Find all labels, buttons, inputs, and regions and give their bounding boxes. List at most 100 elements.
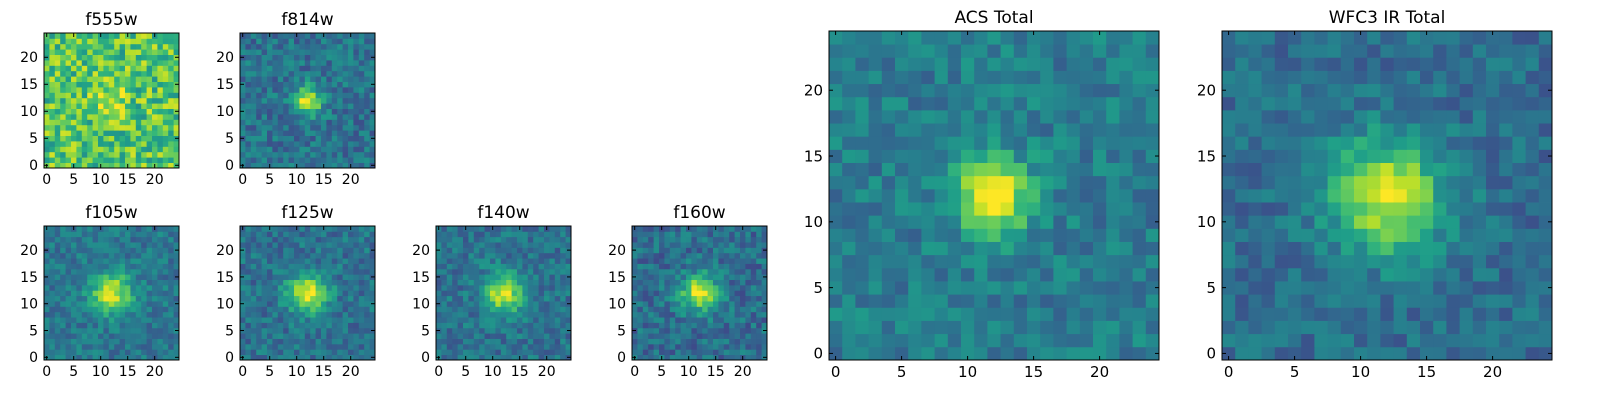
heatmap-cell [829,109,843,124]
heatmap-cell [304,33,311,39]
heatmap-cell [560,317,566,323]
heatmap-cell [103,151,110,158]
heatmap-cell [173,284,180,291]
heatmap-cell [1380,175,1394,190]
heatmap-cell [637,327,644,334]
heatmap-cell [81,54,88,61]
heatmap-cell [756,338,762,345]
heatmap-cell [560,354,566,361]
heatmap-cell [1354,346,1368,361]
heatmap-cell [98,311,104,318]
heatmap-cell [342,151,349,158]
heatmap-cell [1079,70,1094,85]
heatmap-cell [326,135,333,142]
heatmap-cell [65,130,72,136]
heatmap-cell [114,236,120,243]
heatmap-cell [173,92,180,99]
heatmap-cell [168,263,174,270]
heatmap-cell [250,242,257,248]
y-tick-label: 5 [617,323,626,339]
heatmap-cell [315,65,322,72]
heatmap-cell [895,31,909,45]
heatmap-cell [152,268,158,275]
heatmap-cell [632,236,638,243]
heatmap-cell [653,236,660,243]
heatmap-cell [256,258,262,264]
heatmap-cell [304,146,311,153]
heatmap-cell [1040,241,1054,256]
heatmap-cell [108,43,115,50]
heatmap-cell [511,247,518,254]
heatmap-cell [337,124,343,131]
heatmap-cell [554,247,561,254]
heatmap-cell [272,65,279,72]
heatmap-cell [272,231,279,238]
heatmap-cell [1380,307,1394,321]
heatmap-cell [637,322,644,329]
heatmap-cell [1145,346,1160,361]
heatmap-cell [1013,96,1028,111]
heatmap-cell [103,97,110,104]
x-tick-label: 5 [657,364,666,380]
heatmap-cell [358,242,365,248]
heatmap-cell [974,109,988,124]
heatmap-cell [1013,281,1028,295]
heatmap-cell [135,317,142,323]
heatmap-cell [65,295,72,302]
heatmap-cell [740,311,746,318]
heatmap-cell [680,349,687,356]
heatmap-cell [321,119,327,126]
heatmap-cell [533,258,539,264]
heatmap-cell [745,311,752,318]
heatmap-cell [1433,228,1447,242]
heatmap-cell [1472,254,1487,269]
axes-frame [43,225,180,361]
heatmap-cell [1106,215,1120,229]
heatmap-cell [114,60,120,66]
heatmap-cell [141,162,147,169]
heatmap-cell [1000,188,1015,203]
heatmap-cell [1222,188,1236,203]
heatmap-cell [299,338,306,345]
heatmap-cell [369,226,376,232]
heatmap-cell [60,349,66,356]
heatmap-cell [277,70,284,77]
heatmap-cell [54,306,61,313]
heatmap-cell [342,124,349,131]
heatmap-cell [157,338,164,345]
heatmap-cell [103,92,110,99]
heatmap-cell [277,231,284,238]
heatmap-cell [135,54,142,61]
heatmap-cell [348,92,354,99]
heatmap-cell [130,124,137,131]
heatmap-cell [1406,162,1421,177]
heatmap-cell [272,33,279,39]
heatmap-cell [71,60,77,66]
heatmap-cell [277,87,284,93]
heatmap-cell [299,306,306,313]
heatmap-cell [277,119,284,126]
heatmap-cell [76,114,83,120]
heatmap-cell [321,157,327,163]
heatmap-cell [256,322,262,329]
heatmap-cell [272,157,279,163]
heatmap-cell [60,38,66,45]
heatmap-cell [457,263,464,270]
heatmap-cell [337,103,343,109]
heatmap-cell [842,31,856,45]
heatmap-cell [855,333,869,348]
heatmap-cell [1248,346,1262,361]
heatmap-cell [1340,175,1355,190]
heatmap-cell [436,306,442,313]
heatmap-cell [152,92,158,99]
heatmap-cell [729,252,735,259]
heatmap-cell [81,338,88,345]
heatmap-cell [648,263,654,270]
heatmap-cell [495,236,502,243]
heatmap-cell [331,135,338,142]
heatmap-cell [108,274,115,280]
heatmap-cell [87,76,93,82]
heatmap-cell [277,252,284,259]
heatmap-cell [934,294,949,308]
